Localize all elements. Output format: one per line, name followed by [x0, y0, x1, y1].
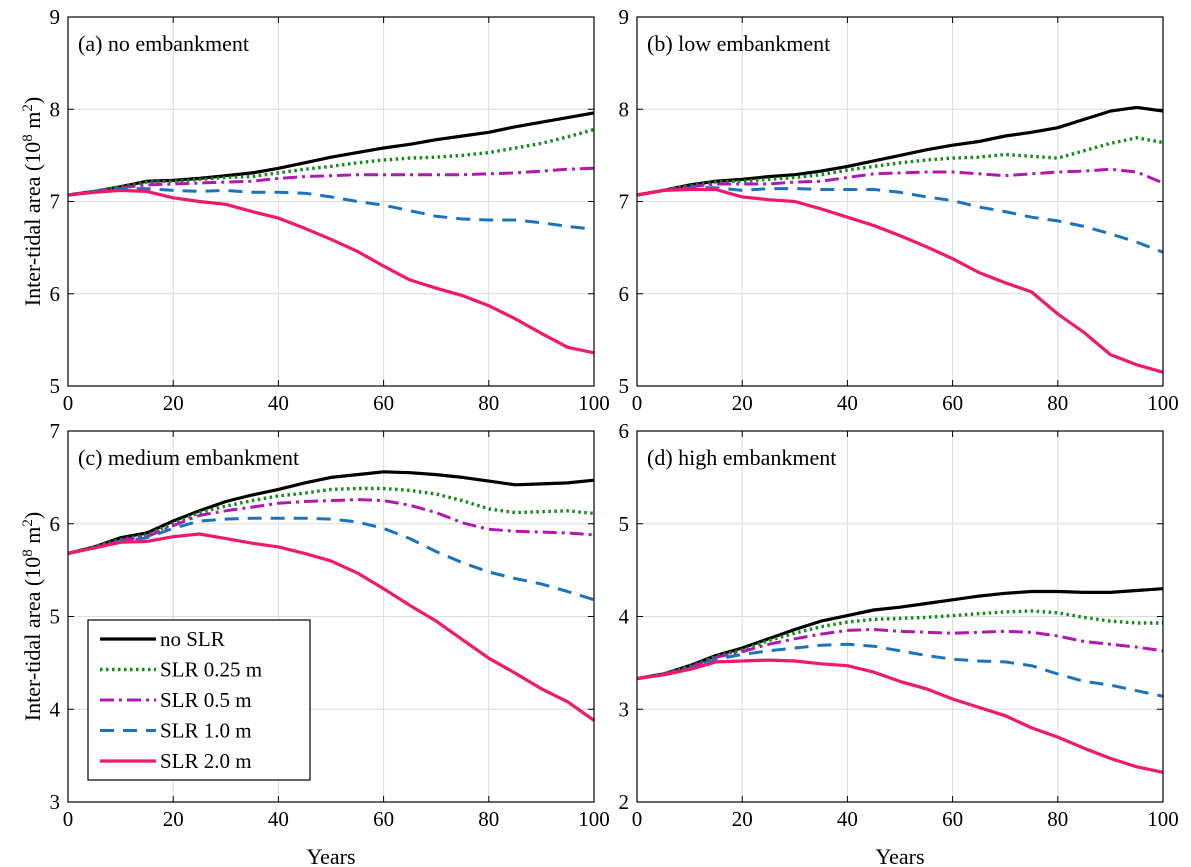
chart-panel-0: 0 20 40 60 80 100 5 6 7 8 9 (a) no embankment Inter-…: [20, 5, 610, 415]
y-tick-label: 8: [619, 97, 630, 121]
series-line-2: [636, 628, 1164, 681]
x-tick-label: 80: [478, 391, 499, 415]
y-tick-label: 6: [619, 419, 630, 443]
panel-title: (c) medium embankment: [78, 445, 299, 470]
legend-label: no SLR: [160, 627, 225, 651]
series-line-2: [67, 498, 595, 555]
y-tick-label: 3: [50, 790, 61, 814]
legend-label: SLR 1.0 m: [160, 719, 252, 743]
x-tick-label: 80: [1047, 391, 1068, 415]
legend-label: SLR 2.0 m: [160, 749, 252, 773]
series-line-0: [67, 111, 595, 197]
chart-panel-2: 0 20 40 60 80 100 3 4 5 6 7 (c) medium embankment Ye…: [20, 419, 610, 867]
series-line-0: [636, 105, 1164, 197]
series-line-3: [67, 516, 595, 602]
series-line-4: [67, 532, 595, 722]
series-line-3: [636, 642, 1164, 698]
x-tick-label: 0: [632, 391, 643, 415]
series-line-4: [636, 187, 1164, 374]
y-tick-label: 7: [619, 190, 630, 214]
y-tick-label: 2: [619, 790, 630, 814]
series-line-1: [67, 486, 595, 556]
legend-label: SLR 0.5 m: [160, 688, 252, 712]
x-tick-label: 20: [163, 807, 184, 831]
y-tick-label: 3: [619, 697, 630, 721]
series-line-2: [636, 167, 1164, 197]
y-tick-label: 5: [50, 374, 61, 398]
chart-panel-3: 0 20 40 60 80 100 2 3 4 5 6 (d) high embankment Year…: [619, 419, 1179, 867]
x-tick-label: 20: [732, 391, 753, 415]
x-axis-label: Years: [306, 844, 355, 867]
x-tick-label: 40: [837, 807, 858, 831]
x-axis-label: Years: [875, 844, 924, 867]
series-line-3: [67, 187, 595, 231]
x-tick-label: 100: [578, 807, 610, 831]
x-tick-label: 60: [942, 807, 963, 831]
y-tick-label: 6: [50, 282, 61, 306]
y-tick-label: 4: [50, 697, 61, 721]
x-tick-label: 0: [632, 807, 643, 831]
x-tick-label: 0: [63, 391, 74, 415]
x-tick-label: 40: [268, 807, 289, 831]
series-line-1: [636, 609, 1163, 681]
x-tick-label: 80: [1047, 807, 1068, 831]
y-tick-label: 4: [619, 605, 630, 629]
y-axis-label: Inter-tidal area (108 m2): [20, 512, 45, 721]
x-tick-label: 100: [1147, 391, 1179, 415]
y-tick-label: 5: [50, 605, 61, 629]
y-axis-label: Inter-tidal area (108 m2): [20, 97, 45, 306]
series-line-4: [636, 658, 1164, 774]
y-tick-label: 8: [50, 97, 61, 121]
x-tick-label: 80: [478, 807, 499, 831]
chart-panel-1: 0 20 40 60 80 100 5 6 7 8 9 (b) low embankment: [619, 5, 1179, 415]
series-line-2: [67, 166, 595, 197]
series-line-3: [636, 186, 1164, 254]
y-tick-label: 6: [619, 282, 630, 306]
legend: no SLR SLR 0.25 m SLR 0.5 m SLR 1.0 m SLR 2.…: [87, 619, 311, 781]
x-tick-label: 100: [578, 391, 610, 415]
y-tick-label: 6: [50, 512, 61, 536]
x-tick-label: 40: [268, 391, 289, 415]
series-line-1: [67, 127, 595, 197]
x-tick-label: 0: [63, 807, 74, 831]
y-tick-label: 9: [50, 5, 61, 29]
y-tick-label: 7: [50, 419, 61, 443]
y-tick-label: 5: [619, 512, 630, 536]
series-line-0: [67, 470, 595, 555]
x-tick-label: 60: [942, 391, 963, 415]
legend-box: [87, 619, 311, 781]
panel-title: (a) no embankment: [78, 31, 249, 56]
legend-label: SLR 0.25 m: [160, 658, 262, 682]
panel-title: (b) low embankment: [647, 31, 830, 56]
x-tick-label: 20: [732, 807, 753, 831]
series-line-4: [67, 188, 595, 355]
x-tick-label: 40: [837, 391, 858, 415]
series-line-1: [636, 136, 1164, 197]
x-tick-label: 100: [1147, 807, 1179, 831]
x-tick-label: 20: [163, 391, 184, 415]
y-tick-label: 5: [619, 374, 630, 398]
y-tick-label: 7: [50, 190, 61, 214]
x-tick-label: 60: [373, 391, 394, 415]
y-tick-label: 9: [619, 5, 630, 29]
x-tick-label: 60: [373, 807, 394, 831]
series-line-0: [636, 587, 1164, 681]
panel-title: (d) high embankment: [647, 445, 836, 470]
